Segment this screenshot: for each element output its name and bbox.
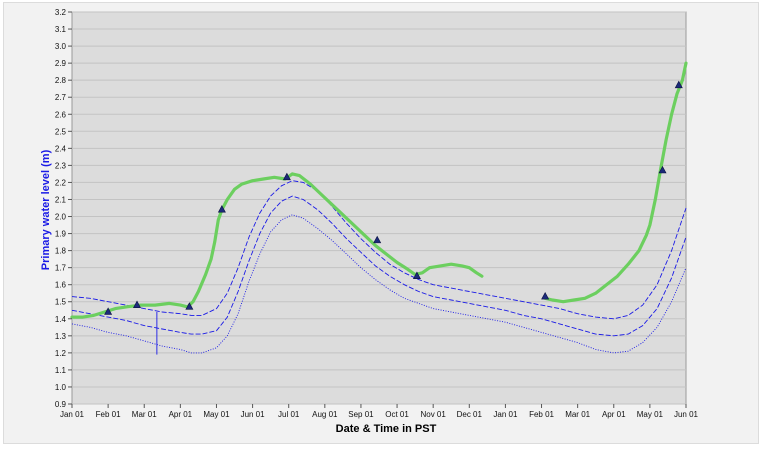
- x-tick-label: May 01: [637, 410, 664, 419]
- y-tick-label: 2.2: [55, 178, 67, 187]
- measurement-marker: [104, 307, 113, 315]
- y-tick-label: 1.5: [55, 298, 67, 307]
- marker-layer: [104, 80, 683, 315]
- y-tick-label: 1.6: [55, 281, 67, 290]
- y-tick-label: 2.5: [55, 127, 67, 136]
- y-tick-label: 1.1: [55, 366, 67, 375]
- y-tick-label: 0.9: [55, 400, 67, 409]
- x-tick-label: Jul 01: [278, 410, 300, 419]
- y-tick-label: 2.1: [55, 195, 67, 204]
- y-tick-label: 1.9: [55, 230, 67, 239]
- y-tick-label: 1.8: [55, 247, 67, 256]
- x-tick-label: Apr 01: [602, 410, 626, 419]
- plot-background: [71, 11, 687, 405]
- y-tick-label: 2.7: [55, 93, 67, 102]
- y-tick-label: 1.3: [55, 332, 67, 341]
- band-line-upper: [71, 180, 687, 320]
- y-tick-label: 3.1: [55, 25, 67, 34]
- measurement-marker: [217, 205, 226, 213]
- x-tick-label: Jun 01: [241, 410, 266, 419]
- y-axis-title: Primary water level (m): [40, 149, 52, 270]
- series-layer: [70, 61, 688, 355]
- measurement-marker: [185, 302, 194, 310]
- x-tick-label: Oct 01: [385, 410, 409, 419]
- x-tick-label: Sep 01: [348, 410, 374, 419]
- measurement-marker: [412, 271, 421, 279]
- y-tick-label: 1.2: [55, 349, 67, 358]
- y-tick-label: 2.3: [55, 161, 67, 170]
- measurement-marker: [658, 165, 667, 174]
- y-tick-label: 2.9: [55, 59, 67, 68]
- y-tick-label: 3.2: [55, 8, 67, 17]
- measurement-marker: [541, 291, 550, 300]
- x-tick-label: Jan 01: [60, 410, 85, 419]
- x-axis-title: Date & Time in PST: [336, 423, 437, 435]
- x-tick-label: Dec 01: [457, 410, 483, 419]
- measurement-marker: [133, 300, 142, 308]
- plot-area: [71, 11, 687, 405]
- x-tick-label: Mar 01: [132, 410, 157, 419]
- observed-level-line: [543, 61, 688, 304]
- gridlines: [72, 11, 686, 405]
- x-tick-label: Aug 01: [312, 410, 338, 419]
- x-tick-label: Apr 01: [169, 410, 193, 419]
- measurement-marker: [282, 172, 291, 181]
- y-tick-label: 1.4: [55, 315, 67, 324]
- y-tick-label: 3.0: [55, 42, 67, 51]
- y-tick-label: 1.7: [55, 264, 67, 273]
- x-tick-label: Mar 01: [565, 410, 590, 419]
- x-tick-label: Feb 01: [96, 410, 121, 419]
- y-tick-label: 1.0: [55, 383, 67, 392]
- y-tick-label: 2.6: [55, 110, 67, 119]
- x-axis-ticks: Jan 01 Feb 01 Mar 01 Apr 01 May 01 Jun 01 Jul …: [60, 404, 699, 419]
- measurement-marker: [373, 235, 382, 244]
- y-tick-label: 2.0: [55, 213, 67, 222]
- observed-level-line: [70, 172, 484, 319]
- y-tick-label: 2.4: [55, 144, 67, 153]
- x-tick-label: Feb 01: [529, 410, 554, 419]
- x-tick-label: May 01: [203, 410, 230, 419]
- x-tick-label: Jan 01: [493, 410, 518, 419]
- band-line-middle: [71, 195, 687, 337]
- y-tick-label: 2.8: [55, 76, 67, 85]
- band-line-lower: [71, 214, 687, 354]
- x-tick-label: Jun 01: [674, 410, 699, 419]
- x-tick-label: Nov 01: [420, 410, 446, 419]
- y-axis-ticks: 0.9 1.0 1.1 1.2 1.3 1.4 1.5 1.6 1.7 1.8 1.9 2.0 2.1 2…: [55, 8, 72, 409]
- measurement-marker: [674, 80, 683, 89]
